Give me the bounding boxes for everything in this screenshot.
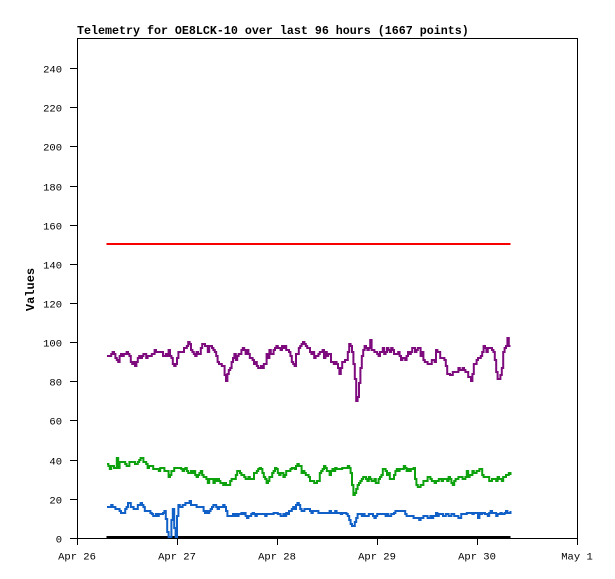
svg-text:140: 140 — [43, 261, 62, 273]
svg-text:180: 180 — [43, 183, 62, 195]
svg-text:0: 0 — [56, 535, 62, 547]
svg-text:Apr 26: Apr 26 — [58, 552, 96, 564]
svg-text:Apr 30: Apr 30 — [458, 552, 496, 564]
svg-text:May 1: May 1 — [561, 552, 593, 564]
svg-text:40: 40 — [49, 457, 62, 469]
svg-text:120: 120 — [43, 300, 62, 312]
svg-text:100: 100 — [43, 339, 62, 351]
svg-text:160: 160 — [43, 222, 62, 234]
svg-text:Apr 28: Apr 28 — [258, 552, 296, 564]
svg-text:240: 240 — [43, 65, 62, 77]
svg-text:200: 200 — [43, 143, 62, 155]
svg-text:20: 20 — [49, 496, 62, 508]
svg-text:Values: Values — [24, 268, 38, 311]
svg-text:Apr 29: Apr 29 — [358, 552, 396, 564]
svg-text:80: 80 — [49, 378, 62, 390]
svg-text:Telemetry for OE8LCK-10 over l: Telemetry for OE8LCK-10 over last 96 hou… — [77, 24, 469, 38]
svg-text:Apr 27: Apr 27 — [158, 552, 196, 564]
svg-text:60: 60 — [49, 417, 62, 429]
svg-text:220: 220 — [43, 104, 62, 116]
